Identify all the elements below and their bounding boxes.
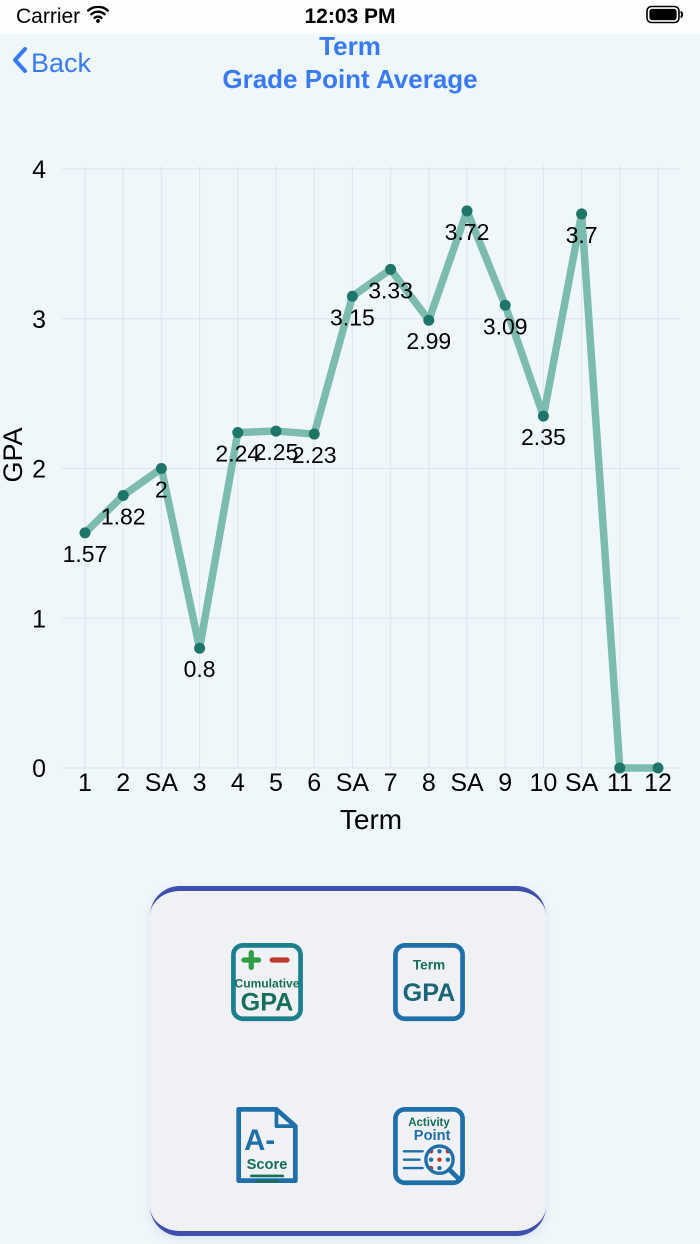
term-gpa-label2: GPA [403,979,456,1007]
status-bar: Carrier 12:03 PM [0,0,700,34]
svg-text:1.57: 1.57 [63,541,108,567]
nav-bar: Term Grade Point Average Back [0,31,700,104]
svg-text:2.35: 2.35 [521,424,566,450]
svg-text:7: 7 [384,769,398,797]
back-button[interactable]: Back [12,46,91,81]
x-tick-labels: 1 2 SA 3 4 5 6 SA 7 8 SA 9 10 SA 11 12 [78,769,672,797]
gpa-line-chart: 0 1 2 3 4 1 2 SA 3 4 5 6 SA 7 8 SA 9 10 SA 11 12 Term GPA 1.57 1… [0,120,700,855]
svg-text:9: 9 [498,769,512,797]
data-points [79,205,664,774]
svg-text:0.8: 0.8 [184,656,216,682]
svg-text:11: 11 [607,769,633,797]
svg-text:1: 1 [32,605,46,633]
cumulative-gpa-button[interactable]: Cumulative GPA [217,931,317,1031]
svg-text:SA: SA [145,769,179,797]
svg-text:2.25: 2.25 [254,439,299,465]
a-score-icon: A- Score [236,1106,298,1184]
svg-text:10: 10 [529,769,557,797]
svg-text:3: 3 [193,769,207,797]
gpa-series-line [81,207,662,772]
svg-text:SA: SA [565,769,599,797]
activity-point-button[interactable]: Activity Point [379,1095,479,1195]
svg-text:1: 1 [78,769,92,797]
svg-text:2: 2 [155,477,168,503]
svg-text:12: 12 [644,769,672,797]
plus-icon [241,950,262,970]
gpa-tools-card: Cumulative GPA Term GPA A- Score [150,886,546,1236]
back-label: Back [31,48,92,78]
svg-text:3.15: 3.15 [330,304,375,330]
page-title-line2: Grade Point Average [222,64,478,94]
page-title: Term Grade Point Average [0,30,700,96]
y-tick-labels: 0 1 2 3 4 [32,156,46,783]
svg-text:3.33: 3.33 [368,277,413,303]
svg-text:5: 5 [269,769,283,797]
chevron-left-icon [12,46,28,81]
activity-point-icon: Activity Point [393,1106,465,1186]
carrier-label: Carrier [16,5,81,28]
svg-text:2: 2 [116,769,130,797]
svg-text:8: 8 [422,769,436,797]
svg-text:2: 2 [32,456,46,484]
cumulative-gpa-icon: Cumulative GPA [231,942,303,1022]
page-title-line1: Term [319,31,381,61]
battery-icon [646,5,684,29]
svg-text:3.7: 3.7 [566,222,598,248]
y-axis-title: GPA [0,427,28,482]
svg-text:SA: SA [336,769,370,797]
cumulative-gpa-label2: GPA [241,988,294,1016]
svg-text:2.23: 2.23 [292,442,337,468]
svg-text:2.99: 2.99 [406,328,451,354]
term-gpa-label1: Term [413,957,445,972]
svg-text:1.82: 1.82 [101,503,146,529]
svg-text:3.72: 3.72 [445,219,490,245]
activity-point-label2: Point [414,1128,451,1144]
activity-point-label1: Activity [408,1117,450,1129]
data-point-labels: 1.571.8220.82.242.252.233.153.332.993.72… [63,219,598,682]
svg-text:3: 3 [32,306,46,334]
dot-grid-icon [428,1149,451,1171]
svg-text:2.24: 2.24 [215,441,260,467]
wifi-icon [87,5,110,28]
svg-text:0: 0 [32,755,46,783]
a-score-label1: A- [244,1124,275,1157]
x-axis-title: Term [340,804,402,835]
term-gpa-button[interactable]: Term GPA [379,931,479,1031]
svg-text:6: 6 [307,769,321,797]
svg-text:4: 4 [32,156,46,184]
cumulative-gpa-label1: Cumulative [235,976,300,990]
svg-text:3.09: 3.09 [483,313,528,339]
a-score-label2: Score [247,1157,288,1173]
svg-text:SA: SA [450,769,484,797]
magnifier-icon [424,1144,460,1180]
svg-text:4: 4 [231,769,245,797]
term-gpa-icon: Term GPA [393,942,465,1022]
a-score-button[interactable]: A- Score [217,1095,317,1195]
